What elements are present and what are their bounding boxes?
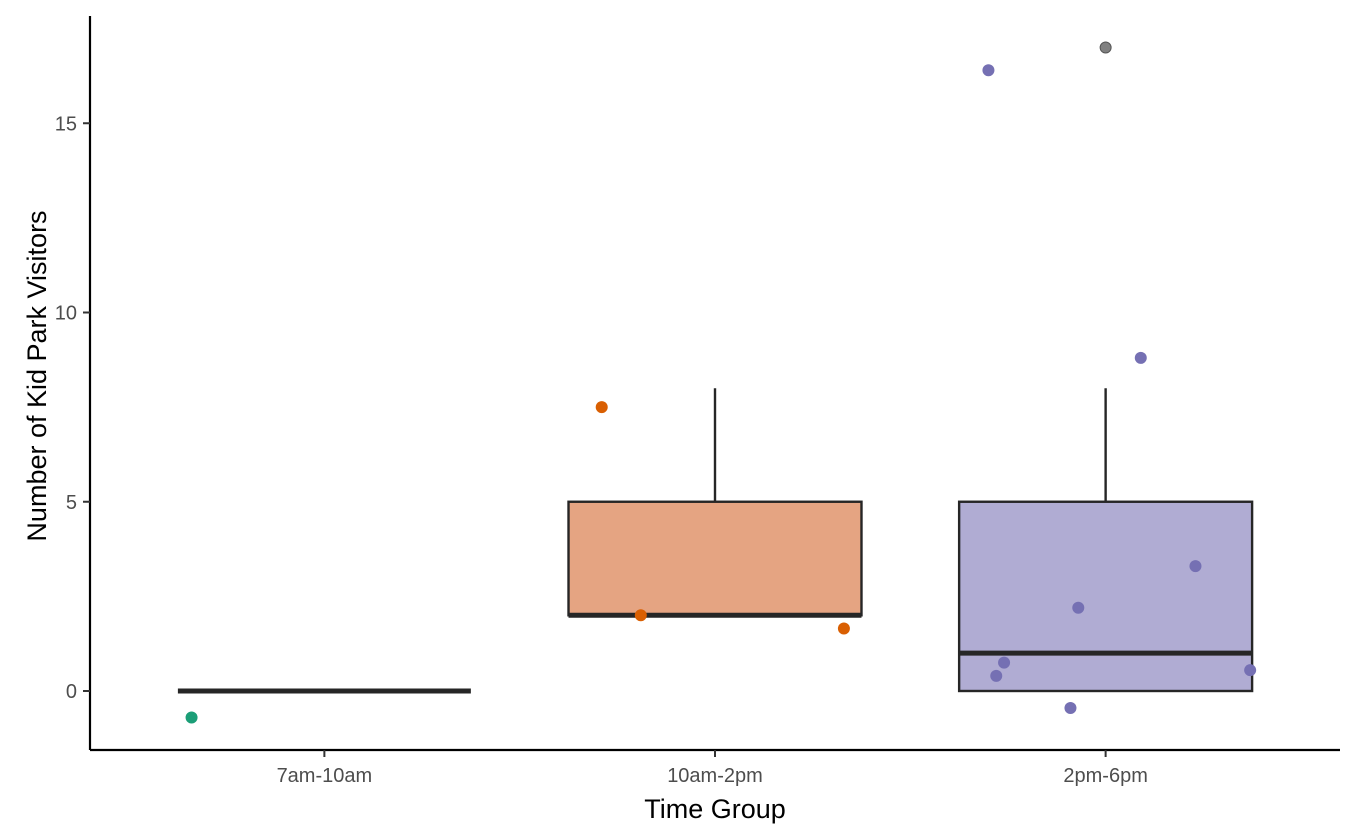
data-point <box>990 669 1003 682</box>
y-tick-label: 10 <box>55 303 77 325</box>
data-point <box>998 656 1011 669</box>
x-axis-title: Time Group <box>644 794 786 824</box>
box-2pm-6pm <box>957 388 1254 693</box>
data-point <box>185 711 198 724</box>
data-point <box>1134 351 1147 364</box>
x-tick-label: 10am-2pm <box>667 765 763 787</box>
y-axis: 0 5 10 15 <box>55 113 90 703</box>
box-10am-2pm <box>567 388 863 618</box>
plot-marks <box>177 41 1257 724</box>
x-tick-label: 7am-10am <box>277 765 373 787</box>
outlier-point <box>1099 41 1112 54</box>
data-point <box>595 401 608 414</box>
y-axis-title: Number of Kid Park Visitors <box>22 210 52 541</box>
data-point <box>1189 560 1202 573</box>
data-point <box>837 622 850 635</box>
data-point <box>1244 664 1257 677</box>
data-point <box>1064 702 1077 715</box>
data-point <box>634 609 647 622</box>
y-tick-label: 0 <box>66 681 77 703</box>
x-axis: 7am-10am 10am-2pm 2pm-6pm <box>277 750 1148 787</box>
x-tick-label: 2pm-6pm <box>1063 765 1147 787</box>
y-tick-label: 5 <box>66 492 77 514</box>
data-point <box>982 64 995 77</box>
data-point <box>1072 601 1085 614</box>
iqr-box <box>567 500 863 617</box>
y-tick-label: 15 <box>55 113 77 135</box>
